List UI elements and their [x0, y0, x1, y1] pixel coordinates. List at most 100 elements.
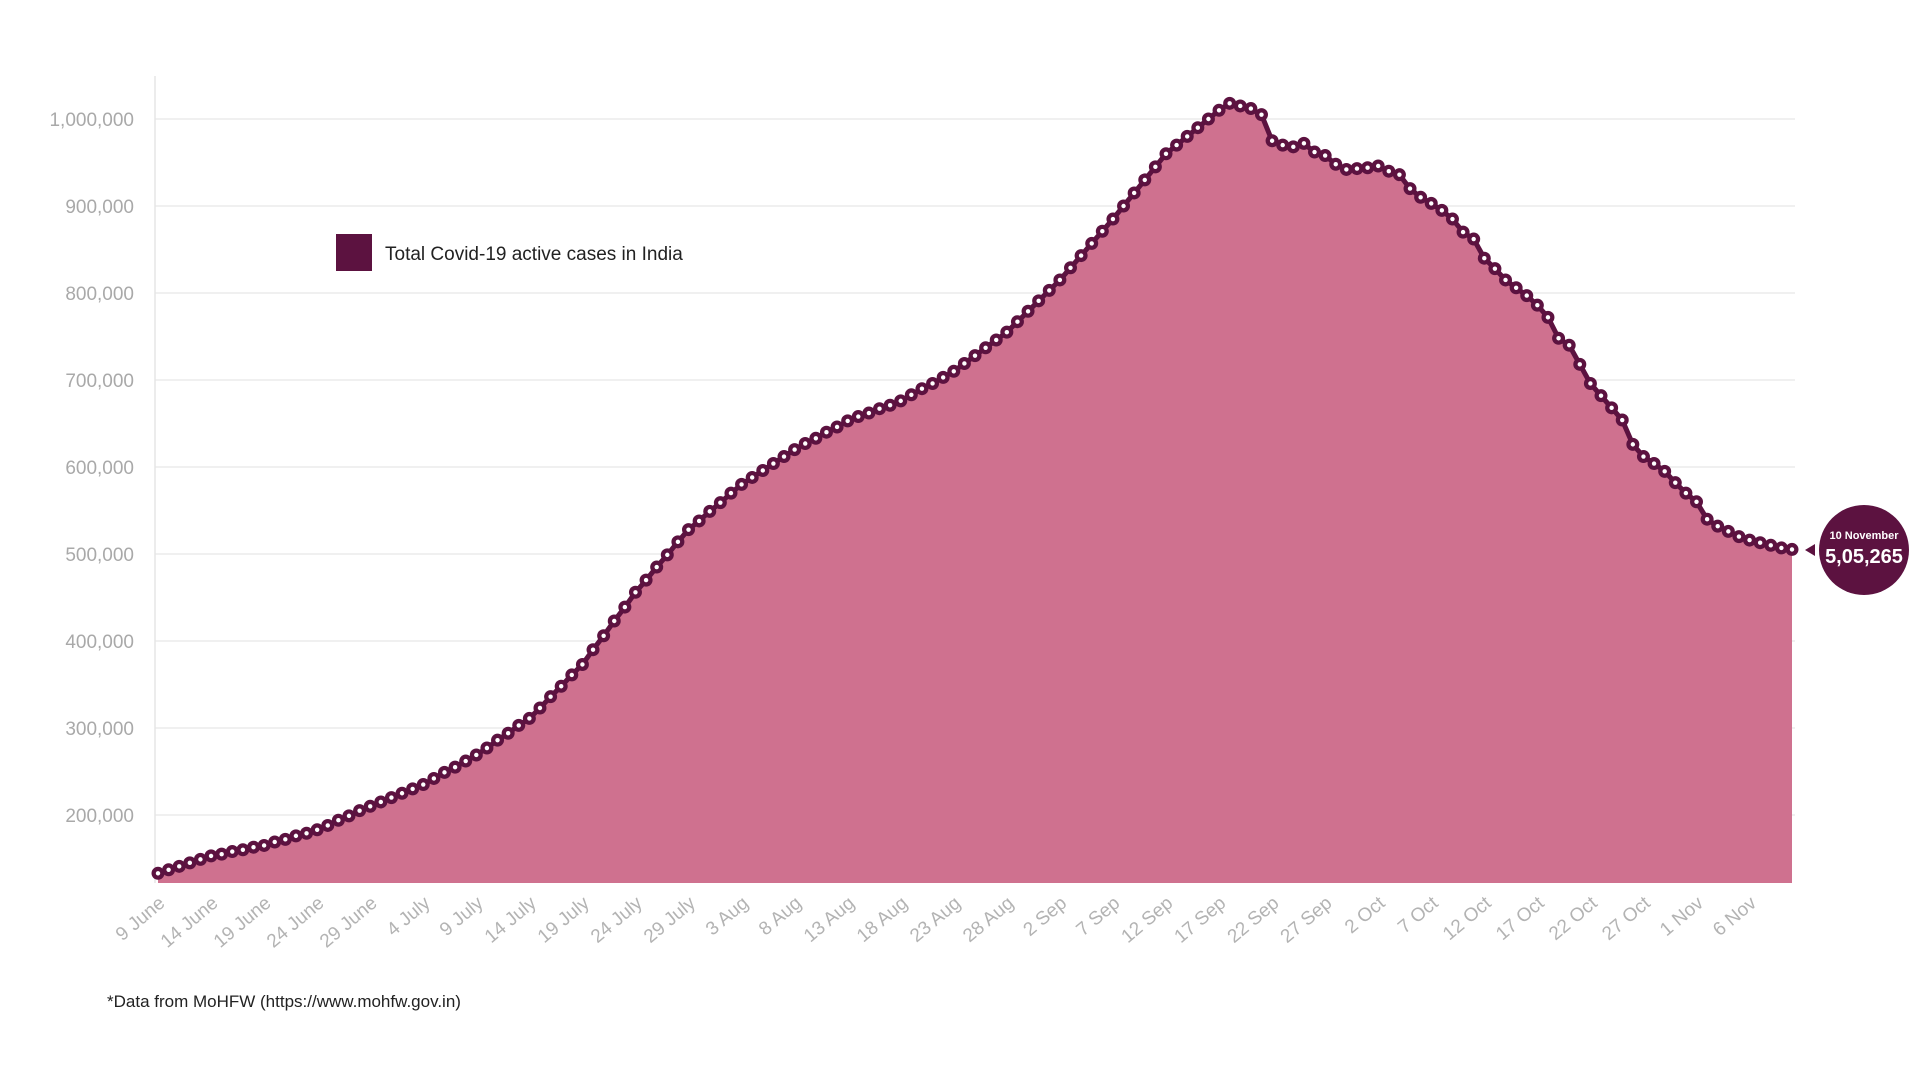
data-point: [289, 829, 303, 843]
marker-center: [537, 705, 543, 711]
marker-center: [198, 857, 203, 862]
x-tick-label: 17 Oct: [1492, 892, 1549, 945]
marker-center: [622, 604, 628, 610]
data-point: [1605, 401, 1619, 415]
data-point: [1223, 96, 1237, 110]
marker-center: [590, 647, 596, 652]
data-point: [830, 420, 844, 434]
marker-center: [866, 410, 872, 416]
y-tick-label: 500,000: [65, 545, 134, 566]
marker-center: [930, 381, 935, 386]
data-point: [1424, 196, 1438, 210]
x-tick-label: 24 June: [263, 893, 328, 953]
marker-center: [728, 490, 734, 496]
data-point: [862, 406, 876, 420]
end-annotation: 10 November 5,05,265: [1805, 505, 1909, 595]
data-point: [894, 394, 908, 408]
data-point: [363, 799, 377, 813]
data-point: [1774, 541, 1788, 555]
data-point: [1753, 536, 1767, 550]
data-point: [1509, 281, 1523, 295]
data-point: [469, 748, 483, 762]
data-point: [321, 818, 335, 832]
data-point: [565, 668, 579, 682]
legend: Total Covid-19 active cases in India: [336, 234, 683, 271]
data-point: [278, 832, 292, 846]
marker-center: [431, 776, 437, 781]
data-point: [1191, 121, 1205, 135]
x-tick-label: 2 Sep: [1020, 893, 1072, 941]
marker-center: [1630, 442, 1636, 447]
data-point: [1042, 283, 1056, 297]
data-point: [1382, 164, 1396, 178]
data-point: [1732, 530, 1746, 544]
data-point: [1032, 294, 1046, 308]
data-point: [204, 849, 218, 863]
data-point: [1477, 251, 1491, 265]
data-point: [384, 791, 398, 805]
data-point: [1212, 103, 1226, 117]
data-point: [650, 560, 664, 574]
marker-center: [643, 577, 649, 583]
marker-center: [1057, 277, 1063, 283]
y-tick-label: 400,000: [65, 632, 134, 653]
x-tick-label: 4 July: [383, 892, 435, 940]
data-point: [300, 826, 314, 840]
annotation-date: 10 November: [1829, 530, 1899, 542]
marker-center: [1513, 285, 1519, 290]
marker-center: [1768, 543, 1773, 548]
data-point: [1530, 298, 1544, 312]
marker-center: [1545, 315, 1551, 320]
data-point: [926, 376, 940, 390]
data-point: [1233, 99, 1247, 113]
marker-center: [1492, 266, 1498, 271]
marker-center: [1269, 138, 1275, 143]
data-point: [1721, 524, 1735, 538]
data-point: [809, 431, 823, 445]
data-point: [1010, 315, 1024, 329]
data-point: [1520, 289, 1534, 303]
marker-center: [845, 418, 850, 424]
data-point: [1743, 533, 1757, 547]
marker-center: [1460, 229, 1466, 235]
marker-center: [1259, 112, 1264, 117]
data-point: [989, 333, 1003, 347]
marker-center: [1704, 517, 1710, 522]
marker-center: [283, 837, 288, 842]
data-markers: [151, 96, 1799, 880]
marker-center: [771, 461, 776, 466]
data-point: [1159, 147, 1173, 161]
data-point: [1265, 134, 1279, 148]
data-point: [1148, 160, 1162, 174]
data-point: [745, 470, 759, 484]
data-point: [183, 856, 197, 870]
marker-center: [1673, 480, 1678, 485]
data-point: [1499, 273, 1513, 287]
marker-center: [399, 791, 405, 796]
marker-center: [240, 847, 246, 852]
data-point: [618, 600, 632, 614]
marker-center: [601, 633, 606, 638]
marker-center: [1482, 256, 1487, 261]
data-point: [1647, 457, 1661, 471]
data-point: [1329, 157, 1343, 171]
data-point: [1106, 212, 1120, 226]
data-point: [607, 614, 621, 628]
marker-center: [230, 849, 235, 854]
marker-center: [760, 468, 765, 473]
y-tick-label: 200,000: [65, 806, 134, 827]
x-tick-label: 6 Nov: [1709, 892, 1761, 940]
data-point: [671, 535, 685, 549]
marker-center: [1736, 534, 1742, 539]
marker-center: [1386, 169, 1392, 174]
marker-center: [665, 552, 670, 558]
data-point: [639, 573, 653, 587]
marker-center: [1365, 165, 1370, 170]
data-point: [873, 402, 887, 416]
data-point: [1297, 136, 1311, 150]
data-point: [501, 726, 515, 740]
marker-center: [749, 475, 755, 480]
data-point: [1690, 495, 1704, 509]
marker-center: [951, 369, 956, 374]
marker-center: [718, 500, 723, 505]
